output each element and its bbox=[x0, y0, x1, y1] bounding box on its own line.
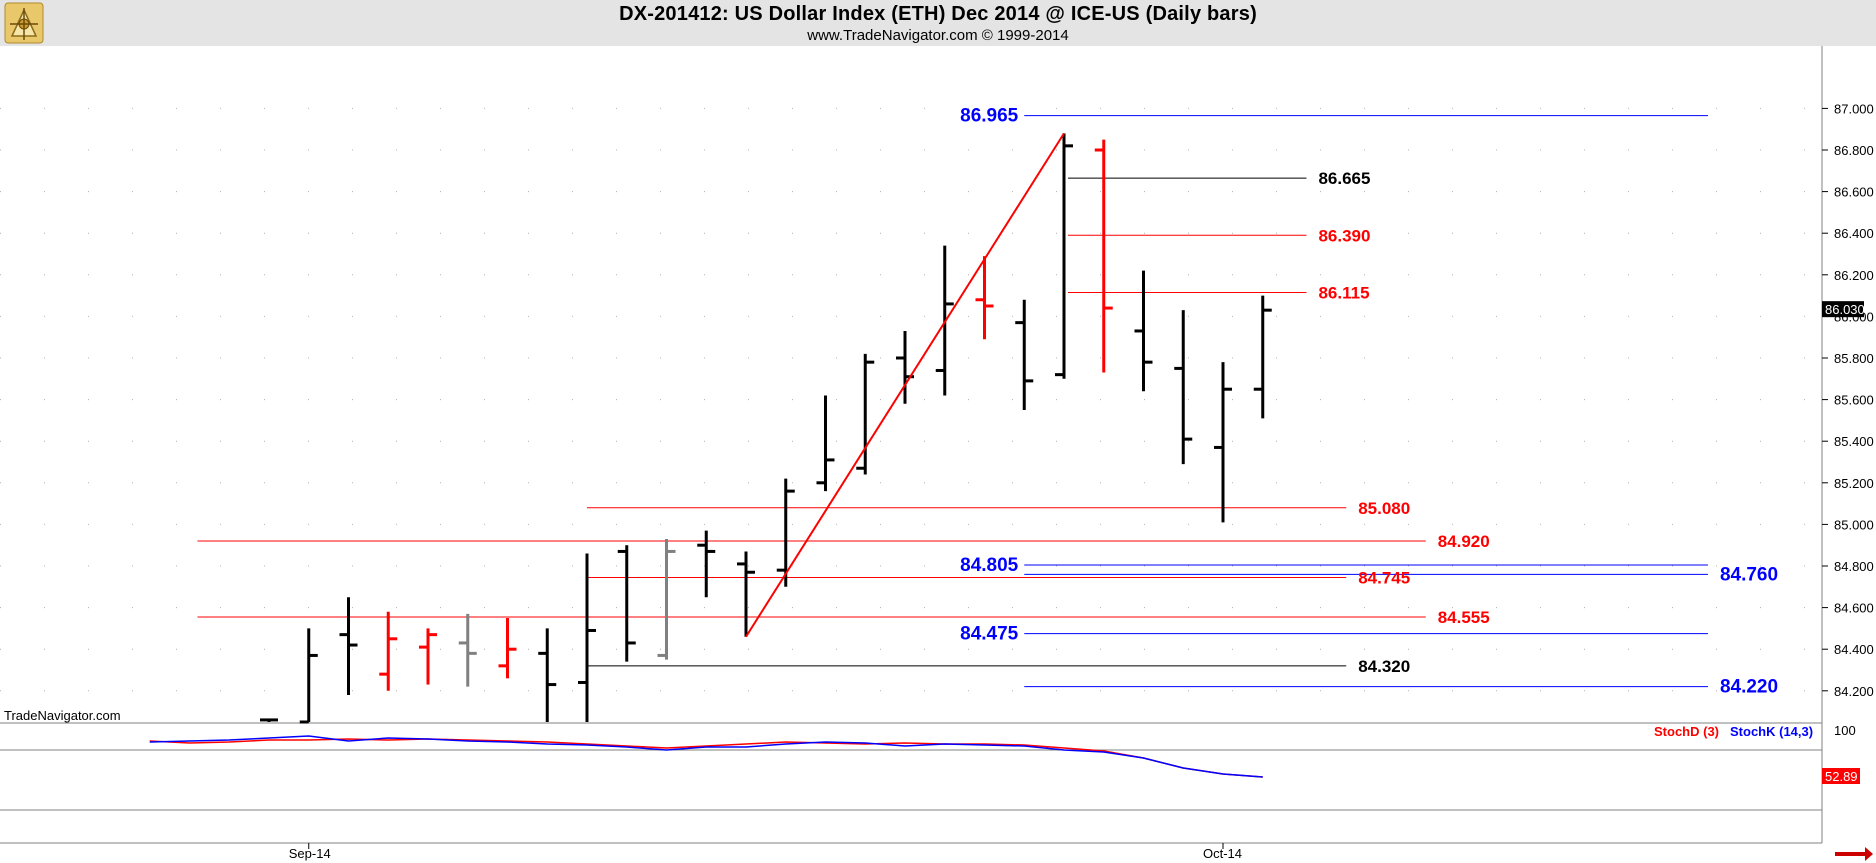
level-label: 84.555 bbox=[1438, 608, 1490, 627]
ohlc-bar bbox=[578, 553, 596, 722]
y-tick-label: 84.600 bbox=[1834, 601, 1874, 616]
level-label: 86.390 bbox=[1318, 226, 1370, 245]
last-price-box bbox=[1822, 301, 1864, 318]
ohlc-bar bbox=[1214, 362, 1232, 523]
scroll-right-arrow-icon[interactable] bbox=[1835, 847, 1873, 861]
x-tick-label: Oct-14 bbox=[1203, 846, 1242, 861]
stoch-legend-entry: StochD (3) bbox=[1654, 724, 1719, 739]
ohlc-bar bbox=[1174, 310, 1193, 465]
level-label: 84.920 bbox=[1438, 532, 1490, 551]
ohlc-bar bbox=[975, 256, 994, 340]
stoch-last-label: 52.89 bbox=[1825, 769, 1858, 784]
y-tick-label: 87.000 bbox=[1834, 101, 1874, 116]
main-panel-bg bbox=[0, 46, 1822, 723]
trade-navigator-logo-icon bbox=[4, 2, 44, 44]
ohlc-bar bbox=[458, 613, 477, 687]
ohlc-bar bbox=[737, 551, 755, 637]
ohlc-bars bbox=[260, 133, 1272, 724]
ohlc-bar bbox=[1015, 299, 1034, 410]
swing-trend-line bbox=[745, 132, 1065, 638]
stoch-y-tick-label: 100 bbox=[1834, 723, 1856, 738]
y-tick-label: 86.200 bbox=[1834, 268, 1874, 283]
chart-title: DX-201412: US Dollar Index (ETH) Dec 201… bbox=[619, 3, 1257, 25]
stoch-last-box bbox=[1822, 768, 1860, 784]
level-label: 86.965 bbox=[960, 106, 1019, 127]
y-tick-label: 84.200 bbox=[1834, 684, 1874, 699]
level-label: 85.080 bbox=[1358, 499, 1410, 518]
y-tick-label: 84.800 bbox=[1834, 559, 1874, 574]
ohlc-bar bbox=[1094, 139, 1113, 373]
level-label: 84.320 bbox=[1358, 657, 1410, 676]
level-label: 84.220 bbox=[1720, 677, 1778, 698]
y-tick-label: 85.400 bbox=[1834, 434, 1874, 449]
level-label: 84.475 bbox=[960, 624, 1019, 645]
swing-line[interactable] bbox=[745, 132, 1065, 638]
level-label: 86.115 bbox=[1318, 283, 1369, 302]
y-tick-label: 85.000 bbox=[1834, 517, 1874, 532]
y-tick-label: 84.400 bbox=[1834, 642, 1874, 657]
ohlc-bar bbox=[260, 718, 278, 722]
ohlc-bar bbox=[697, 530, 716, 598]
y-tick-label: 85.800 bbox=[1834, 351, 1874, 366]
ohlc-bar bbox=[498, 618, 517, 679]
ohlc-bar bbox=[379, 611, 398, 691]
stoch-legend-entry: StochK (14,3) bbox=[1730, 724, 1813, 739]
ohlc-bar bbox=[816, 395, 835, 492]
ohlc-bar bbox=[617, 545, 636, 662]
ohlc-bar bbox=[299, 628, 318, 724]
stochastic-panel: 100 52.89 StochD (3) StochK (14,3) bbox=[0, 723, 1860, 811]
ohlc-bar bbox=[339, 597, 358, 695]
ohlc-bar bbox=[776, 478, 795, 587]
level-label: 84.745 bbox=[1358, 568, 1410, 587]
level-label: 84.760 bbox=[1720, 564, 1778, 585]
date-axis: Sep-14 Oct-14 bbox=[289, 843, 1242, 861]
stoch-series-line bbox=[149, 735, 1263, 778]
ohlc-bar bbox=[1055, 133, 1073, 379]
ohlc-bar bbox=[856, 353, 875, 475]
stoch-series-line bbox=[149, 738, 1263, 778]
level-label: 84.805 bbox=[960, 555, 1019, 576]
price-levels: 86.965 86.665 86.390 86.115 85.080 84.920 84.8… bbox=[197, 106, 1778, 698]
ohlc-bar bbox=[657, 538, 676, 660]
ohlc-bar bbox=[419, 628, 437, 685]
y-tick-label: 85.200 bbox=[1834, 476, 1874, 491]
last-price-label: 86.030 bbox=[1825, 302, 1865, 317]
y-tick-label: 85.600 bbox=[1834, 393, 1874, 408]
ohlc-bar bbox=[1253, 295, 1272, 419]
price-axis: 84.200 84.400 84.600 84.800 85.000 85.200 85.4… bbox=[1822, 101, 1874, 699]
watermark: TradeNavigator.com bbox=[4, 708, 121, 723]
level-label: 86.665 bbox=[1318, 169, 1370, 188]
y-tick-label: 86.800 bbox=[1834, 143, 1874, 158]
ohlc-bar bbox=[538, 628, 557, 722]
x-tick-label: Sep-14 bbox=[289, 846, 331, 861]
y-tick-label: 86.600 bbox=[1834, 185, 1874, 200]
y-tick-label: 86.400 bbox=[1834, 226, 1874, 241]
chart-header bbox=[0, 0, 1876, 46]
ohlc-bar bbox=[1134, 270, 1153, 392]
chart-subtitle: www.TradeNavigator.com © 1999-2014 bbox=[807, 27, 1069, 44]
